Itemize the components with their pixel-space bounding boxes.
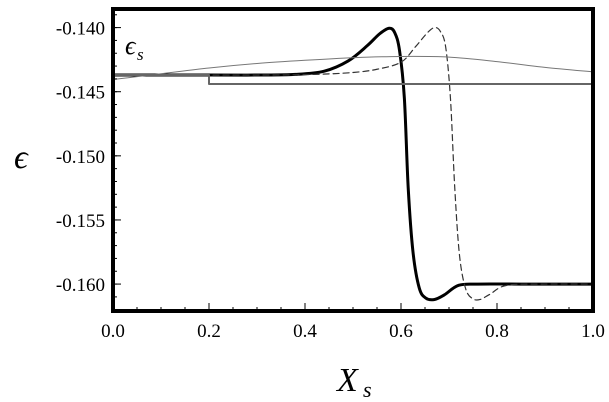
- axis-layer: 0.0 0.2 0.4 0.6 0.8 1.0 -0.140 -0.145 -0.150 -0.1…: [56, 14, 605, 342]
- y-tick-label: -0.145: [56, 83, 105, 104]
- epsilon-s-annotation-subscript: s: [137, 45, 144, 64]
- x-axis-label: X: [335, 362, 359, 399]
- y-axis-label: ϵ: [14, 139, 29, 176]
- series-line-medium-step: [112, 74, 594, 86]
- x-axis-label-subscript: s: [363, 377, 372, 402]
- series-line-thick-solid: [111, 26, 595, 302]
- epsilon-s-annotation: ϵ: [125, 31, 137, 60]
- x-tick-label: 1.0: [581, 321, 605, 342]
- x-tick-label: 0.8: [485, 321, 509, 342]
- series-layer: [111, 26, 595, 302]
- series-line-dashed: [112, 26, 594, 301]
- plot-frame: [111, 7, 595, 313]
- y-tick-label: -0.160: [56, 275, 105, 296]
- y-tick-label: -0.155: [56, 211, 105, 232]
- series-line-thin-solid: [112, 55, 594, 81]
- x-tick-label: 0.6: [389, 321, 413, 342]
- x-tick-label: 0.2: [197, 321, 221, 342]
- y-tick-label: -0.140: [56, 19, 105, 40]
- x-tick-label: 0.4: [293, 321, 317, 342]
- y-tick-label: -0.150: [56, 147, 105, 168]
- x-tick-label: 0.0: [101, 321, 125, 342]
